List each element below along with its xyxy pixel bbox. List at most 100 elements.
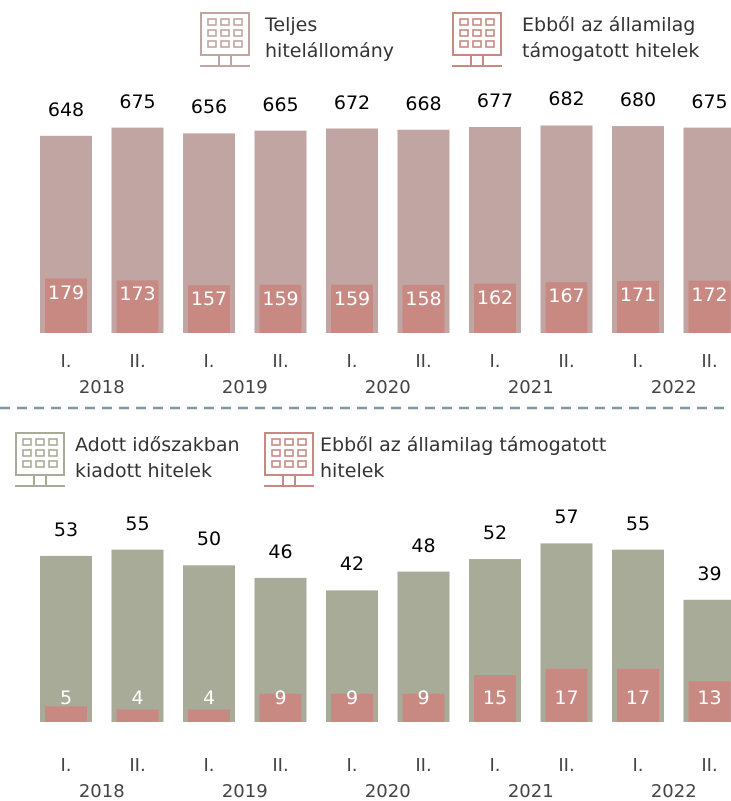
value-label: 677 [476, 89, 514, 112]
value-label: 682 [548, 88, 585, 111]
bar [402, 284, 445, 333]
bar [617, 668, 659, 722]
bar [545, 282, 588, 333]
bar [183, 565, 235, 722]
x-tick-label: II. [558, 351, 575, 372]
value-label: 167 [548, 285, 585, 308]
value-label: 680 [619, 89, 657, 112]
value-label: 57 [554, 506, 579, 529]
x-tick-label: II. [129, 351, 146, 372]
value-label: 672 [333, 91, 371, 114]
bar [331, 693, 373, 722]
value-label: 665 [262, 93, 299, 116]
bar [188, 709, 230, 722]
bar [474, 283, 516, 333]
x-tick-label: II. [415, 755, 432, 776]
value-label: 17 [625, 687, 651, 709]
value-label: 648 [47, 98, 85, 121]
value-label: 17 [554, 687, 579, 709]
value-label: 55 [625, 512, 651, 535]
value-label: 4 [202, 687, 216, 709]
value-label: 159 [333, 287, 371, 310]
year-label: 2019 [221, 377, 268, 398]
value-label: 157 [190, 288, 228, 311]
x-tick-label: I. [60, 351, 72, 372]
x-tick-label: II. [701, 351, 718, 372]
x-tick-label: I. [632, 755, 644, 776]
bar [45, 706, 87, 722]
value-label: 39 [697, 562, 722, 585]
year-label: 2019 [221, 781, 268, 801]
bar [331, 284, 373, 333]
value-label: 172 [691, 283, 728, 306]
value-label: 50 [196, 528, 222, 551]
x-tick-label: I. [60, 755, 72, 776]
year-label: 2018 [78, 377, 125, 398]
x-tick-label: I. [489, 755, 501, 776]
year-label: 2022 [650, 377, 697, 398]
year-label: 2020 [364, 377, 411, 398]
legend-label: Ebből az államilag támogatott hitelek [522, 14, 700, 62]
x-tick-label: I. [489, 351, 501, 372]
value-label: 4 [131, 687, 144, 709]
bar [40, 555, 92, 722]
legend-label: Teljes hitelállomány [265, 14, 395, 62]
value-label: 158 [405, 287, 442, 310]
value-label: 162 [476, 286, 514, 309]
bar [45, 278, 87, 333]
x-tick-label: I. [203, 351, 215, 372]
x-tick-label: II. [558, 755, 575, 776]
value-label: 5 [59, 687, 73, 709]
x-tick-label: II. [272, 351, 289, 372]
year-label: 2021 [507, 781, 554, 801]
bar [188, 285, 230, 333]
value-label: 9 [417, 687, 430, 709]
value-label: 171 [619, 283, 657, 306]
value-label: 656 [190, 96, 228, 119]
bar [259, 693, 302, 722]
value-label: 675 [691, 90, 728, 113]
legend-label: Ebből az államilag támogatott hitelek [320, 434, 607, 482]
bar [545, 668, 588, 722]
x-tick-label: I. [346, 351, 358, 372]
year-label: 2022 [650, 781, 697, 801]
bar [116, 280, 159, 333]
bar [259, 284, 302, 333]
year-label: 2021 [507, 377, 554, 398]
legend-icon [263, 432, 315, 487]
bar [116, 709, 159, 722]
year-label: 2020 [364, 781, 411, 801]
value-label: 9 [345, 687, 359, 709]
legend-icon [14, 432, 66, 487]
value-label: 9 [274, 687, 287, 709]
value-label: 173 [119, 283, 156, 306]
bar [617, 280, 659, 333]
x-tick-label: I. [203, 755, 215, 776]
bar [402, 693, 445, 722]
bar [688, 681, 731, 722]
value-label: 179 [47, 281, 85, 304]
value-label: 675 [119, 90, 156, 113]
bar [688, 280, 731, 333]
x-tick-label: II. [415, 351, 432, 372]
value-label: 15 [482, 687, 508, 709]
x-tick-label: II. [272, 755, 289, 776]
legend-icon [451, 12, 503, 67]
value-label: 668 [405, 92, 442, 115]
value-label: 42 [339, 553, 365, 576]
value-label: 55 [125, 512, 150, 535]
x-tick-label: I. [632, 351, 644, 372]
value-label: 46 [268, 540, 293, 563]
legend-icon [199, 12, 251, 67]
bar [474, 675, 516, 722]
legend-label: Adott időszakban kiadott hitelek [75, 434, 240, 482]
value-label: 52 [482, 522, 508, 545]
value-label: 159 [262, 287, 299, 310]
x-tick-label: II. [129, 755, 146, 776]
year-label: 2018 [78, 781, 125, 801]
value-label: 53 [53, 518, 79, 541]
value-label: 48 [411, 534, 436, 557]
x-tick-label: II. [701, 755, 718, 776]
